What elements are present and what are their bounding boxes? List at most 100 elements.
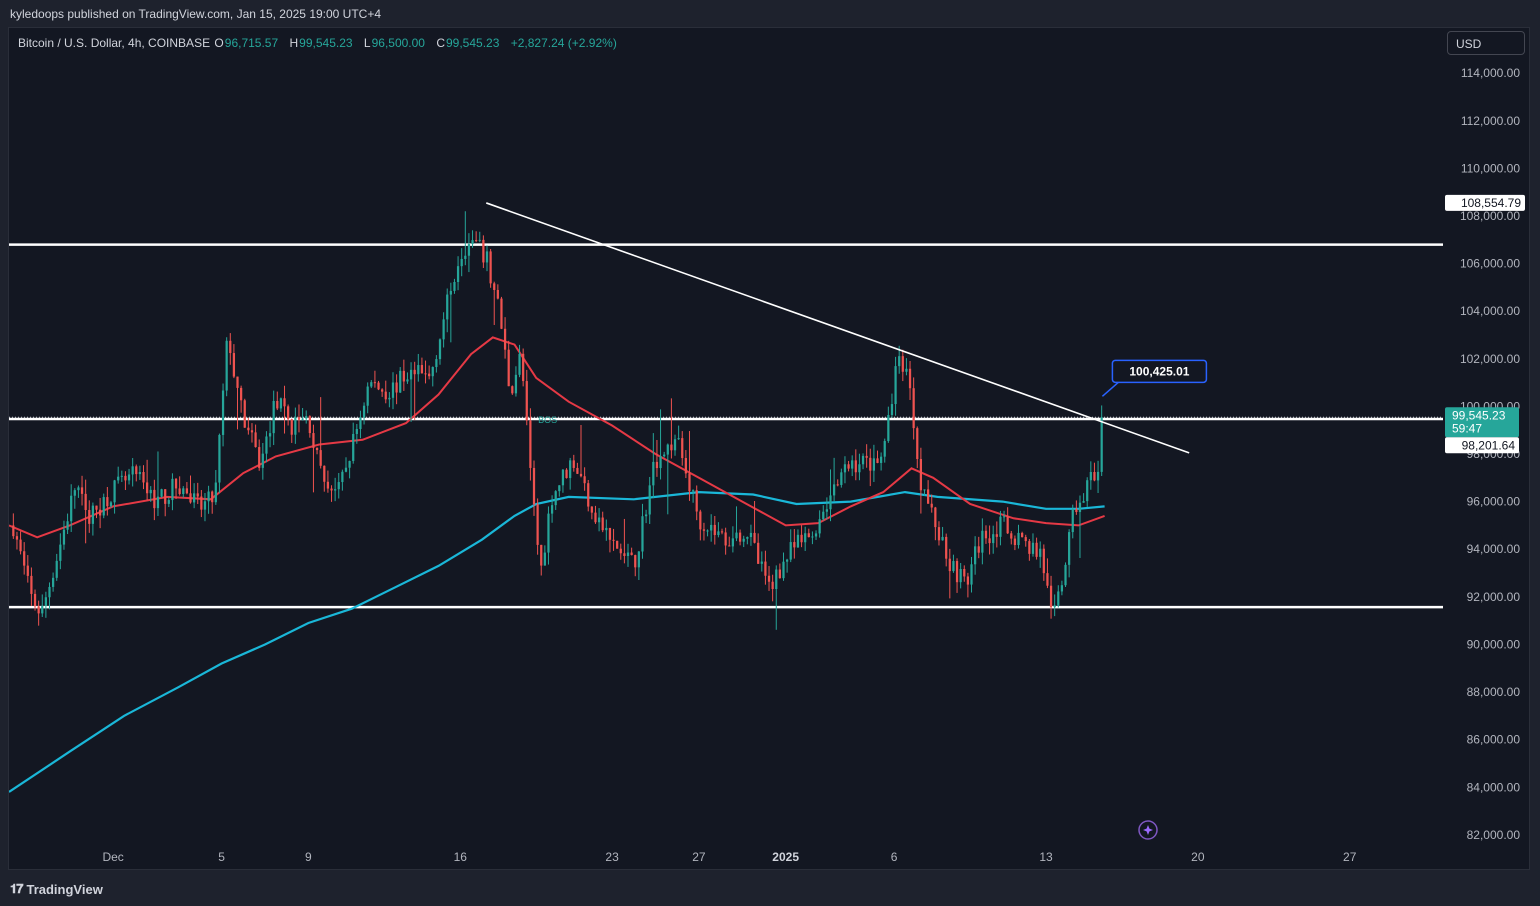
candle[interactable]	[493, 281, 496, 326]
candle[interactable]	[543, 545, 546, 566]
candle[interactable]	[106, 487, 109, 516]
candle[interactable]	[876, 450, 879, 464]
candle[interactable]	[995, 521, 998, 548]
candle[interactable]	[699, 509, 702, 541]
candle[interactable]	[912, 377, 915, 440]
candle[interactable]	[23, 542, 26, 575]
candle[interactable]	[41, 594, 44, 617]
candle[interactable]	[1010, 530, 1013, 545]
candle[interactable]	[851, 455, 854, 477]
candle[interactable]	[149, 486, 152, 502]
candle[interactable]	[677, 425, 680, 440]
candle[interactable]	[955, 558, 959, 593]
candle[interactable]	[514, 366, 518, 397]
candle[interactable]	[84, 479, 87, 544]
candle[interactable]	[446, 288, 449, 333]
candle[interactable]	[1024, 534, 1027, 547]
candle[interactable]	[1028, 539, 1031, 561]
candle[interactable]	[908, 360, 912, 400]
candle[interactable]	[254, 424, 257, 448]
candle[interactable]	[1021, 531, 1024, 538]
candle[interactable]	[225, 337, 228, 397]
descending-trendline[interactable]	[486, 202, 1190, 454]
candle[interactable]	[702, 522, 706, 541]
candle[interactable]	[579, 424, 583, 478]
candle[interactable]	[124, 471, 127, 491]
candle[interactable]	[695, 485, 698, 521]
candle[interactable]	[879, 452, 883, 471]
candle[interactable]	[597, 508, 601, 532]
candle[interactable]	[572, 454, 575, 472]
candle[interactable]	[409, 362, 413, 422]
candle[interactable]	[334, 477, 337, 502]
candle[interactable]	[767, 566, 771, 591]
replay-icon[interactable]	[1138, 820, 1158, 840]
candle[interactable]	[305, 410, 308, 424]
candle[interactable]	[221, 383, 225, 447]
candle[interactable]	[1060, 580, 1064, 596]
candle[interactable]	[1075, 500, 1078, 515]
candle[interactable]	[901, 349, 904, 382]
candle[interactable]	[164, 489, 167, 517]
candle[interactable]	[182, 486, 185, 498]
candle[interactable]	[782, 552, 785, 581]
candle[interactable]	[601, 511, 604, 533]
candle[interactable]	[894, 356, 897, 416]
candle[interactable]	[511, 385, 514, 395]
candle[interactable]	[276, 391, 279, 411]
candle[interactable]	[503, 317, 507, 359]
candle[interactable]	[883, 438, 886, 463]
candle[interactable]	[120, 470, 123, 482]
candle[interactable]	[456, 256, 460, 291]
candle[interactable]	[160, 488, 163, 498]
candle[interactable]	[268, 421, 272, 448]
candle[interactable]	[981, 518, 984, 565]
candle[interactable]	[616, 540, 619, 549]
candle[interactable]	[88, 500, 91, 533]
candle[interactable]	[999, 510, 1002, 546]
candle[interactable]	[934, 506, 937, 541]
candle[interactable]	[764, 550, 767, 585]
candle[interactable]	[370, 380, 373, 389]
candle[interactable]	[822, 505, 825, 521]
candle[interactable]	[948, 548, 951, 599]
candle[interactable]	[48, 582, 51, 610]
candle[interactable]	[214, 470, 217, 505]
candle[interactable]	[1031, 533, 1035, 557]
candle[interactable]	[637, 550, 640, 581]
candle[interactable]	[77, 485, 80, 498]
candle[interactable]	[536, 498, 539, 555]
candle[interactable]	[438, 338, 442, 365]
candle[interactable]	[62, 520, 66, 550]
candle[interactable]	[735, 506, 738, 542]
candle[interactable]	[290, 418, 293, 443]
candle[interactable]	[861, 453, 865, 470]
candle[interactable]	[569, 457, 572, 490]
candle[interactable]	[1078, 495, 1082, 558]
candle[interactable]	[153, 479, 156, 521]
candle[interactable]	[547, 506, 550, 565]
candle[interactable]	[814, 530, 818, 540]
candle[interactable]	[608, 527, 612, 553]
candle[interactable]	[1089, 461, 1092, 490]
candle[interactable]	[218, 433, 221, 494]
candle[interactable]	[753, 500, 756, 544]
candle[interactable]	[207, 485, 210, 514]
candle[interactable]	[449, 282, 452, 343]
candle[interactable]	[352, 422, 355, 464]
candle[interactable]	[460, 248, 463, 277]
candle[interactable]	[193, 483, 196, 509]
candle[interactable]	[832, 457, 836, 502]
candle[interactable]	[945, 533, 948, 567]
candle[interactable]	[44, 591, 48, 618]
candle[interactable]	[930, 494, 933, 513]
candle[interactable]	[796, 529, 800, 548]
candle[interactable]	[344, 457, 348, 473]
candle[interactable]	[1053, 594, 1056, 617]
candle[interactable]	[341, 469, 344, 491]
candle[interactable]	[890, 393, 894, 418]
candle[interactable]	[51, 572, 55, 592]
candle[interactable]	[435, 355, 438, 373]
candle[interactable]	[308, 415, 311, 438]
